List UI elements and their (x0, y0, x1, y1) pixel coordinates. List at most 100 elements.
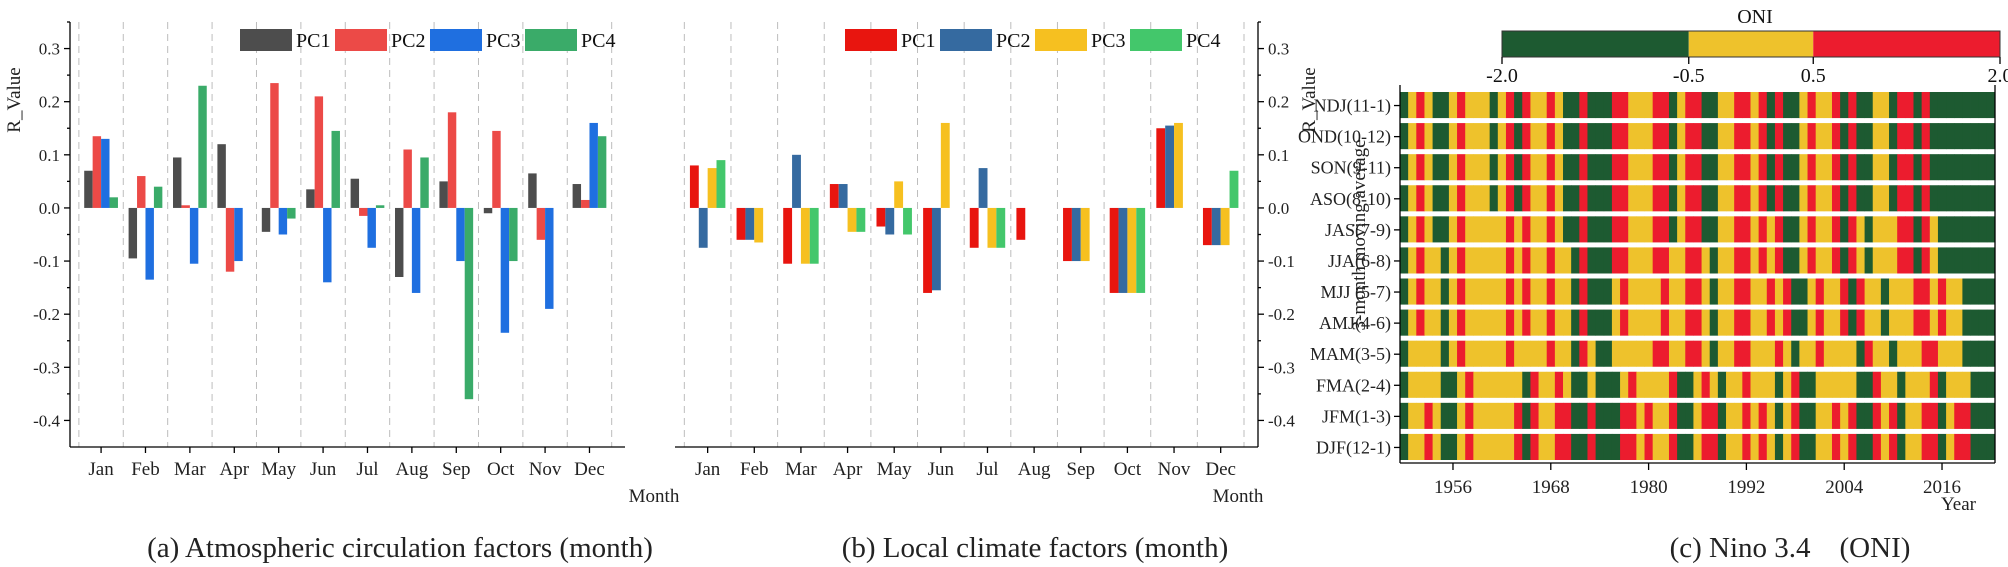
oni-cell (1554, 340, 1564, 367)
oni-cell (1962, 92, 1971, 119)
oni-cell (1815, 402, 1825, 429)
panel-b-bar-pc1-nov (1156, 128, 1166, 208)
oni-cell (1611, 154, 1621, 181)
oni-cell (1660, 216, 1670, 243)
oni-cell (1709, 371, 1719, 398)
oni-cell (1603, 402, 1613, 429)
colorbar-el-nino-segment (1813, 31, 2000, 57)
panel-a-bar-pc1-jan (84, 170, 93, 208)
oni-cell (1831, 278, 1841, 305)
oni-cell (1595, 309, 1605, 336)
panel-b-ytick-label: 0.0 (1268, 199, 1289, 218)
oni-cell (1807, 92, 1817, 119)
oni-cell (1408, 433, 1417, 460)
oni-cell (1872, 340, 1882, 367)
oni-cell (1440, 433, 1450, 460)
oni-cell (1448, 185, 1458, 212)
oni-cell (1954, 123, 1963, 150)
oni-cell (1726, 123, 1735, 150)
oni-cell (1685, 92, 1694, 119)
oni-cell (1742, 185, 1751, 212)
panel-a-legend-swatch-pc2 (335, 29, 387, 51)
oni-cell (1783, 123, 1792, 150)
oni-cell (1473, 309, 1482, 336)
oni-cell (1709, 309, 1719, 336)
oni-cell (1563, 433, 1572, 460)
oni-cell (1408, 340, 1417, 367)
oni-cell (1750, 402, 1760, 429)
panel-b-bar-pc2-may (885, 207, 895, 235)
oni-cell (1848, 309, 1857, 336)
oni-cell (1652, 340, 1662, 367)
oni-cell (1791, 340, 1800, 367)
oni-cell (1774, 247, 1784, 274)
oni-cell (1946, 185, 1955, 212)
oni-cell (1448, 402, 1458, 429)
oni-cell (1554, 278, 1564, 305)
oni-cell (1489, 309, 1499, 336)
oni-cell (1636, 433, 1645, 460)
oni-cell (1579, 278, 1588, 305)
panel-a-bar-pc3-aug (411, 207, 421, 293)
oni-cell (1538, 402, 1548, 429)
panel-b-bar-pc2-jan (698, 207, 708, 248)
oni-cell (1473, 433, 1482, 460)
oni-cell (1937, 92, 1947, 119)
oni-cell (1726, 371, 1735, 398)
oni-cell (1774, 402, 1784, 429)
oni-cell (1766, 402, 1776, 429)
oni-cell (1595, 185, 1605, 212)
oni-cell (1554, 123, 1564, 150)
oni-cell (1514, 371, 1523, 398)
oni-cell (1986, 402, 1996, 429)
oni-cell (1400, 247, 1409, 274)
oni-cell (1465, 185, 1474, 212)
oni-cell (1563, 247, 1572, 274)
oni-cell (1848, 123, 1857, 150)
oni-cell (1970, 154, 1980, 181)
oni-cell (1522, 278, 1531, 305)
oni-cell (1628, 247, 1637, 274)
oni-cell (1497, 371, 1507, 398)
oni-cell (1644, 216, 1654, 243)
oni-cell (1701, 185, 1711, 212)
oni-cell (1962, 433, 1971, 460)
oni-cell (1758, 402, 1768, 429)
oni-cell (1807, 247, 1817, 274)
oni-cell (1726, 92, 1735, 119)
oni-cell (1962, 216, 1971, 243)
panel-c-oni-heatmap: -2.0 -0.5 0.5 2.0 NDJ(11-1) OND(10-12) SON(9-… (1298, 6, 2008, 515)
oni-cell (1978, 278, 1988, 305)
oni-cell (1571, 340, 1580, 367)
oni-cell (1831, 154, 1841, 181)
oni-cell (1668, 371, 1678, 398)
oni-cell (1815, 92, 1825, 119)
oni-cell (1424, 123, 1434, 150)
oni-cell (1514, 433, 1523, 460)
oni-cell (1946, 402, 1955, 429)
oni-cell (1864, 340, 1874, 367)
colorbar-frame (1501, 30, 2001, 58)
oni-cell (1620, 309, 1629, 336)
row-label: ASO(8-10) (1310, 189, 1391, 210)
oni-cell (1889, 185, 1898, 212)
oni-cell (1831, 247, 1841, 274)
panel-a-legend-swatch-pc3 (430, 29, 482, 51)
oni-cell (1465, 92, 1474, 119)
oni-cell (1652, 247, 1662, 274)
oni-cell (1693, 309, 1702, 336)
panel-b-month-label: Dec (1205, 459, 1236, 480)
row-label: DJF(12-1) (1316, 437, 1391, 458)
oni-cell (1734, 433, 1743, 460)
oni-cell (1929, 402, 1939, 429)
oni-cell (1677, 247, 1686, 274)
oni-cell (1799, 185, 1808, 212)
oni-cell (1799, 154, 1808, 181)
oni-cell (1546, 185, 1556, 212)
oni-cell (1481, 247, 1491, 274)
oni-cell (1921, 433, 1931, 460)
panel-a-bar-pc2-jul (359, 207, 368, 216)
oni-cell (1750, 123, 1760, 150)
oni-cell (1514, 92, 1523, 119)
oni-cell (1970, 123, 1980, 150)
